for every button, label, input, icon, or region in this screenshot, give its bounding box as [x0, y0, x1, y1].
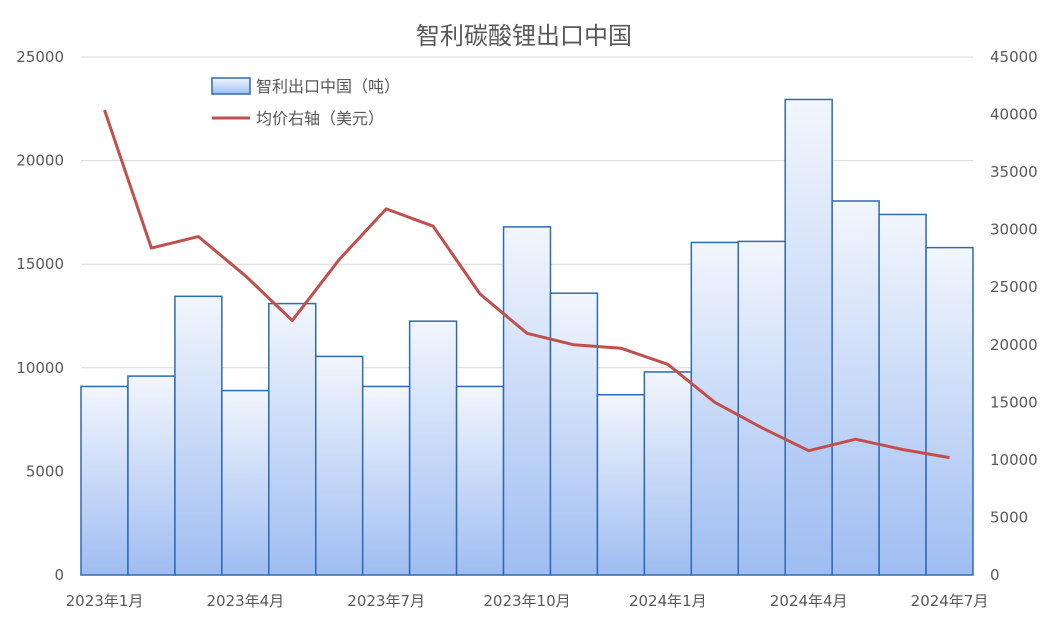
- right-tick-label: 20000: [990, 336, 1038, 354]
- bar: [925, 246, 974, 576]
- bar: [268, 302, 317, 576]
- right-tick-label: 0: [990, 566, 1000, 584]
- price-line: [103, 109, 950, 460]
- legend-label-bar: 智利出口中国（吨）: [256, 77, 400, 96]
- x-tick-label: 2023年7月: [347, 592, 425, 610]
- bar: [784, 98, 833, 576]
- right-tick-label: 40000: [990, 106, 1038, 124]
- bar: [127, 375, 176, 576]
- bar: [455, 385, 505, 576]
- x-axis: 2023年1月 2023年4月 2023年7月 2023年10月 2024年1月 2024…: [66, 592, 989, 610]
- bar: [549, 292, 599, 576]
- bar: [737, 240, 786, 576]
- bar: [408, 320, 458, 576]
- right-axis: 0 5000 10000 15000 20000 25000 30000 35000 40000…: [990, 48, 1038, 584]
- legend: 智利出口中国（吨） 均价右轴（美元）: [211, 77, 400, 128]
- bar-series: [80, 98, 974, 576]
- bar: [80, 385, 129, 576]
- bar: [878, 213, 927, 576]
- right-tick-label: 15000: [990, 393, 1038, 411]
- right-tick-label: 5000: [990, 508, 1028, 526]
- x-tick-label: 2023年4月: [206, 592, 284, 610]
- right-tick-label: 35000: [990, 163, 1038, 181]
- x-tick-label: 2024年1月: [629, 592, 707, 610]
- bar: [502, 226, 552, 576]
- left-tick-label: 15000: [16, 255, 64, 273]
- left-tick-label: 5000: [26, 462, 64, 480]
- bar: [314, 355, 364, 576]
- left-tick-label: 0: [54, 566, 64, 584]
- x-tick-label: 2024年4月: [770, 592, 848, 610]
- bar: [174, 295, 223, 576]
- left-tick-label: 10000: [16, 359, 64, 377]
- left-tick-label: 20000: [16, 152, 64, 170]
- chart-title: 智利碳酸锂出口中国: [416, 22, 632, 50]
- right-tick-label: 10000: [990, 451, 1038, 469]
- bar: [221, 389, 270, 576]
- bar: [361, 385, 411, 576]
- bar: [690, 241, 740, 576]
- legend-label-line: 均价右轴（美元）: [256, 109, 384, 128]
- x-tick-label: 2023年1月: [66, 592, 144, 610]
- bar: [831, 200, 880, 576]
- right-tick-label: 45000: [990, 48, 1038, 66]
- left-tick-label: 25000: [16, 48, 64, 66]
- bar: [643, 371, 693, 576]
- x-tick-label: 2023年10月: [483, 592, 570, 610]
- right-tick-label: 30000: [990, 221, 1038, 239]
- legend-swatch-bar: [211, 77, 251, 95]
- left-axis: 0 5000 10000 15000 20000 25000: [16, 48, 64, 584]
- line-series: [103, 109, 950, 460]
- right-tick-label: 25000: [990, 278, 1038, 296]
- x-tick-label: 2024年7月: [911, 592, 989, 610]
- bar: [596, 393, 646, 576]
